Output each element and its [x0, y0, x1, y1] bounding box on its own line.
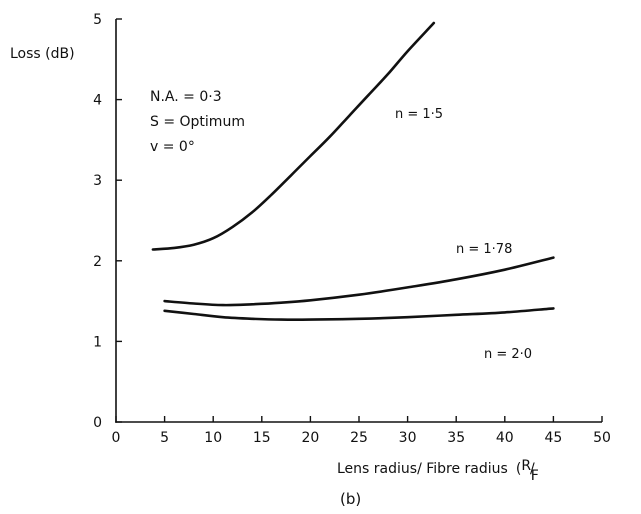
x-tick-label: 50 — [593, 430, 611, 446]
annotation-v: v = 0° — [150, 139, 195, 155]
x-axis-title-text: Lens radius/ Fibre radius — [337, 461, 508, 477]
y-tick-label: 2 — [93, 254, 102, 270]
y-tick-label: 0 — [93, 415, 102, 431]
series-line-n-1-78 — [163, 256, 555, 307]
annotation-na: N.A. = 0·3 — [150, 89, 222, 105]
y-tick-label: 4 — [93, 93, 102, 109]
x-axis-title: Lens radius/ Fibre radius (R/F — [337, 458, 539, 484]
series-line-n-1-5 — [151, 21, 436, 251]
x-ticks: 0 5 10 15 20 25 30 35 40 45 50 — [112, 416, 611, 446]
y-tick-label: 3 — [93, 173, 102, 189]
y-tick-label: 5 — [93, 12, 102, 28]
x-tick-label: 40 — [496, 430, 514, 446]
series-layer: n = 1·5 n = 1·78 n = 2·0 — [151, 21, 555, 362]
y-ticks: 0 1 2 3 4 5 — [93, 12, 122, 431]
x-tick-label: 30 — [399, 430, 417, 446]
x-tick-label: 15 — [253, 430, 271, 446]
annotation-s: S = Optimum — [150, 114, 245, 130]
x-axis-ratio-denominator: F — [531, 468, 539, 484]
x-tick-label: 5 — [160, 430, 169, 446]
panel-label: (b) — [340, 490, 361, 508]
y-tick-label: 1 — [93, 334, 102, 350]
axes — [115, 19, 602, 423]
x-axis-ratio-numerator: R — [521, 458, 531, 474]
label-n-1-5: n = 1·5 — [395, 107, 443, 122]
label-n-2-0: n = 2·0 — [484, 347, 532, 362]
x-tick-label: 45 — [544, 430, 562, 446]
x-tick-label: 10 — [204, 430, 222, 446]
label-n-1-78: n = 1·78 — [456, 242, 512, 257]
y-axis-title: Loss (dB) — [10, 46, 75, 62]
x-tick-label: 25 — [350, 430, 368, 446]
x-tick-label: 0 — [112, 430, 121, 446]
x-tick-label: 20 — [301, 430, 319, 446]
series-line-n-2-0 — [163, 307, 555, 322]
x-tick-label: 35 — [447, 430, 465, 446]
annotations: N.A. = 0·3 S = Optimum v = 0° — [150, 89, 245, 155]
